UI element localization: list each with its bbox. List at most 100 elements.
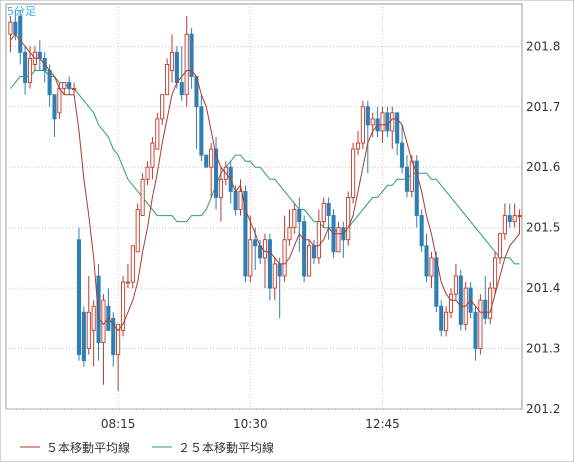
candle-body: [37, 51, 42, 59]
y-tick-label: 201.8: [526, 39, 560, 53]
candle-body: [385, 112, 390, 132]
candle-body: [8, 21, 13, 35]
candle-body: [18, 15, 23, 53]
legend: ５本移動平均線 ２５本移動平均線: [20, 440, 274, 455]
candle-body: [282, 239, 287, 277]
candle-body: [189, 33, 194, 77]
candle-body: [429, 257, 434, 277]
candle-body: [135, 209, 140, 253]
y-tick-label: 201.4: [526, 281, 560, 295]
candle-body: [292, 209, 297, 229]
candle-body: [150, 142, 155, 168]
candle-body: [243, 190, 248, 277]
y-tick-label: 201.3: [526, 342, 560, 356]
candle-body: [86, 311, 91, 350]
candle-body: [218, 178, 223, 198]
candle-body: [169, 51, 175, 71]
candle-body: [27, 57, 33, 84]
candle-body: [380, 112, 385, 132]
candle-body: [497, 233, 503, 259]
candle-body: [204, 154, 209, 168]
candle-body: [209, 148, 214, 168]
axes: 201.2 201.3 201.4 201.5 201.6 201.7 201.8 08:15…: [101, 39, 561, 431]
candle-body: [355, 142, 361, 150]
candle-body: [174, 51, 179, 84]
ma5-line-layer: [10, 33, 520, 332]
candle-body: [507, 215, 512, 223]
candle-body: [81, 311, 86, 362]
y-tick-label: 201.2: [526, 402, 560, 416]
ma25-line: [10, 70, 520, 265]
candle-body: [267, 239, 272, 289]
y-tick-label: 201.6: [526, 160, 560, 174]
candle-body: [199, 106, 204, 156]
candle-body: [302, 221, 307, 277]
candle-body: [155, 118, 160, 150]
candle-body: [321, 203, 326, 223]
candle-body: [91, 305, 96, 331]
candle-body: [287, 227, 292, 241]
candle-body: [277, 263, 282, 277]
candle-body: [120, 281, 126, 331]
candle-body: [453, 275, 458, 295]
x-tick-label: 08:15: [101, 417, 136, 431]
candle-body: [96, 275, 101, 343]
candle-body: [439, 305, 444, 331]
candle-body: [307, 245, 312, 277]
candle-body: [488, 287, 493, 319]
candle-body: [351, 148, 356, 198]
candle-body: [326, 203, 331, 217]
candle-body: [179, 82, 184, 96]
legend-label-ma5: ５本移動平均線: [46, 440, 130, 455]
candle-body: [57, 88, 62, 114]
candle-body: [502, 215, 507, 235]
candle-body: [419, 215, 424, 247]
candle-body: [76, 239, 82, 356]
candle-body: [116, 323, 121, 356]
candle-body: [184, 33, 189, 96]
candle-body: [140, 178, 145, 217]
candle-body: [213, 148, 219, 198]
candle-body: [444, 311, 449, 331]
candle-body: [493, 257, 498, 289]
candle-body: [72, 88, 77, 91]
candle-body: [238, 190, 243, 210]
candle-body: [517, 215, 522, 218]
candle-body: [400, 142, 405, 168]
candle-body: [424, 245, 429, 277]
candle-body: [346, 196, 351, 241]
candle-body: [111, 317, 116, 356]
candle-body: [311, 245, 317, 259]
candle-body: [160, 94, 165, 120]
legend-label-ma25: ２５本移動平均線: [178, 440, 274, 455]
candle-body: [473, 311, 478, 350]
candle-body: [360, 106, 365, 144]
candle-body: [145, 166, 150, 180]
candle-body: [336, 227, 341, 253]
candle-body: [414, 160, 419, 217]
candle-body: [233, 190, 238, 210]
candle-body: [253, 239, 258, 247]
candle-body: [448, 293, 454, 313]
candle-body: [248, 239, 253, 277]
candle-body: [67, 82, 72, 90]
candle-body: [483, 299, 488, 319]
ma5-line: [10, 33, 520, 332]
candle-body: [125, 281, 130, 284]
ma25-line-layer: [10, 70, 520, 265]
x-tick-label: 12:45: [365, 417, 400, 431]
candle-body: [365, 106, 370, 126]
candle-body: [478, 299, 483, 350]
candle-body: [395, 112, 400, 144]
candle-body: [512, 215, 517, 223]
candle-body: [316, 221, 321, 259]
candles: [8, 10, 522, 391]
x-tick-label: 10:30: [233, 417, 268, 431]
candle-body: [404, 166, 410, 192]
candle-body: [130, 245, 135, 283]
candle-body: [262, 239, 268, 259]
candle-body: [165, 63, 170, 96]
candle-body: [390, 112, 395, 132]
